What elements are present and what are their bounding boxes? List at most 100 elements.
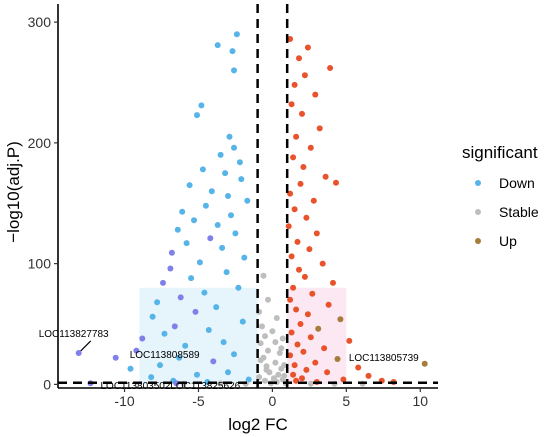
point-down	[179, 208, 186, 215]
gene-label: LOC113803502	[101, 381, 171, 392]
point-down	[186, 182, 193, 189]
legend-title: significant	[462, 143, 538, 162]
up-density-shade	[287, 287, 347, 385]
point-down	[219, 244, 226, 251]
point-down	[154, 299, 161, 306]
point-stable	[257, 357, 264, 364]
point-down	[217, 151, 224, 158]
point-up	[325, 301, 332, 308]
gene-label-leader	[80, 340, 92, 352]
point-down	[220, 339, 227, 346]
labeled-point	[75, 350, 82, 356]
point-up	[301, 273, 308, 280]
point-down	[157, 362, 163, 369]
point-up	[307, 144, 314, 151]
x-tick-label: 10	[412, 393, 428, 409]
point-down	[192, 308, 199, 315]
x-axis-title: log2 FC	[228, 415, 288, 434]
legend-label-stable: Stable	[499, 204, 539, 220]
x-tick-label: 5	[342, 393, 350, 409]
point-stable	[272, 339, 279, 346]
point-down	[231, 67, 237, 74]
point-down	[231, 144, 237, 151]
point-down	[196, 259, 203, 266]
legend-label-down: Down	[499, 175, 535, 191]
point-up	[324, 369, 331, 376]
y-tick-label: 100	[28, 256, 52, 272]
point-up	[285, 223, 292, 230]
y-tick-label: 300	[28, 14, 52, 30]
point-stable	[272, 359, 279, 366]
point-up	[290, 371, 297, 378]
point-down	[168, 249, 175, 256]
point-stable	[260, 272, 267, 279]
point-up	[287, 36, 294, 42]
point-up	[290, 154, 297, 161]
labeled-point	[173, 380, 180, 387]
point-down	[214, 222, 221, 228]
point-up	[310, 197, 317, 204]
point-up	[297, 180, 304, 187]
point-up	[306, 246, 313, 253]
point-up	[346, 337, 353, 344]
point-up	[307, 334, 314, 341]
legend-key-up	[475, 238, 481, 244]
legend-key-down	[475, 180, 481, 186]
point-down	[194, 371, 200, 378]
point-stable	[273, 315, 280, 321]
point-down	[199, 166, 206, 173]
point-up	[291, 206, 298, 213]
point-up	[312, 359, 319, 366]
point-stable	[257, 340, 264, 347]
legend-key-stable	[475, 209, 481, 215]
point-up	[337, 316, 344, 323]
point-up	[299, 375, 305, 382]
point-stable	[262, 333, 268, 340]
point-down	[177, 294, 184, 301]
point-stable	[269, 328, 276, 335]
gene-label: LOC113808589	[130, 350, 200, 361]
point-down	[228, 212, 234, 219]
point-down	[148, 374, 155, 381]
legend: significant Down Stable Up	[462, 143, 539, 249]
point-up	[287, 190, 294, 197]
point-down	[235, 284, 242, 291]
gene-labels: LOC113827783 LOC113808589 LOC113805739 LOC1…	[39, 329, 419, 392]
point-down	[133, 347, 140, 354]
point-stable	[275, 371, 282, 378]
point-up	[304, 311, 311, 318]
point-stable	[281, 362, 288, 369]
labeled-point	[421, 360, 428, 367]
y-axis-title: −log10(adj.P)	[4, 141, 23, 243]
point-down	[241, 254, 248, 261]
point-stable	[276, 350, 283, 356]
point-down	[226, 133, 233, 140]
point-up	[287, 296, 294, 303]
point-down	[191, 217, 197, 224]
point-down	[236, 159, 243, 166]
point-up	[293, 377, 300, 384]
point-up	[340, 376, 347, 383]
point-down	[239, 318, 246, 325]
point-up	[293, 306, 300, 313]
point-down	[231, 351, 237, 358]
point-down	[245, 376, 252, 383]
legend-label-up: Up	[499, 233, 517, 249]
point-up	[304, 44, 311, 51]
point-up	[322, 173, 329, 180]
point-down	[183, 240, 190, 247]
gene-label: LOC113805739	[349, 353, 419, 364]
point-up	[319, 260, 326, 267]
point-down	[210, 358, 217, 365]
point-down	[174, 226, 181, 233]
point-down	[223, 269, 230, 276]
point-down	[202, 202, 209, 209]
point-down	[205, 327, 212, 333]
point-down	[232, 230, 239, 237]
point-down	[167, 265, 174, 272]
labeled-point	[112, 354, 119, 361]
point-down	[198, 102, 205, 109]
point-down	[208, 188, 215, 195]
point-down	[238, 176, 245, 183]
